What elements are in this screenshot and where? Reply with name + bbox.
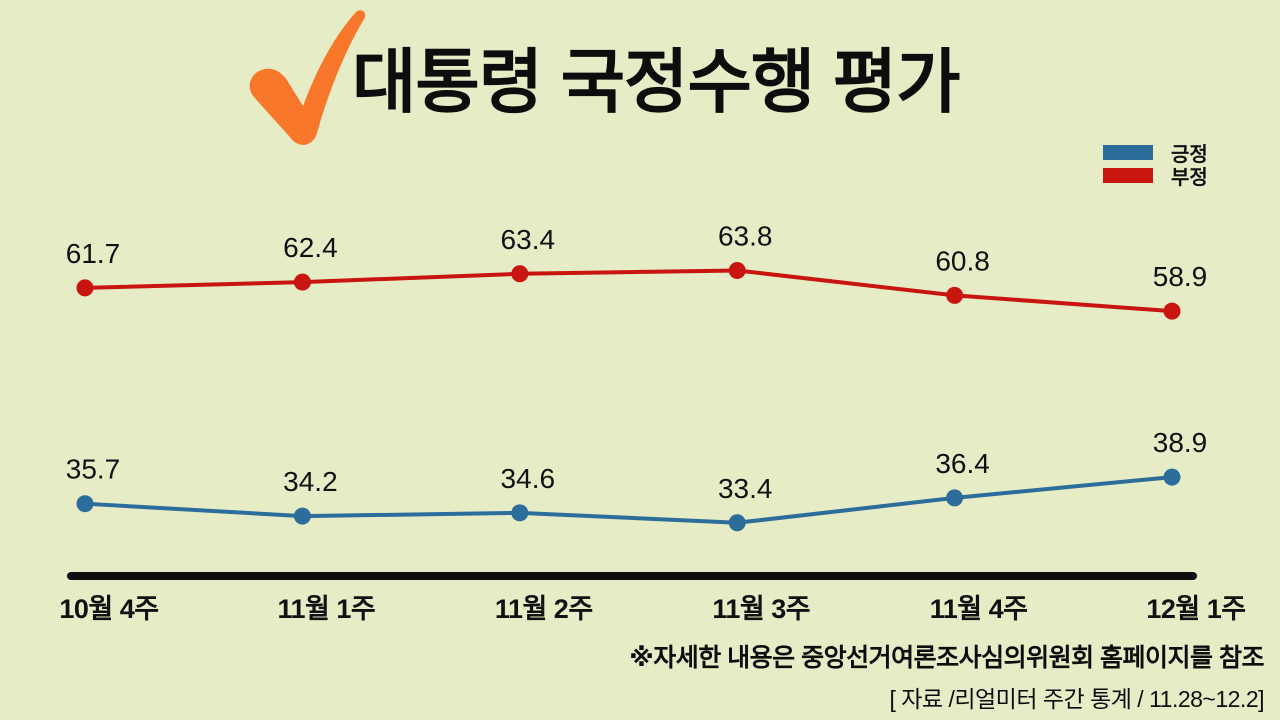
data-point [293,507,311,525]
data-label: 58.9 [1153,261,1208,292]
data-label: 60.8 [935,245,990,276]
data-point [293,273,311,291]
data-label: 61.7 [66,238,121,269]
data-label: 63.4 [501,224,556,255]
data-label: 36.4 [935,448,990,479]
data-point [76,279,94,297]
legend-label-negative: 부정 [1171,167,1208,189]
checkmark-shape [249,10,366,145]
x-tick-label: 11월 3주 [712,594,810,624]
data-point [946,489,964,507]
legend-item-negative: 부정 [1103,165,1208,189]
data-label: 34.2 [283,466,338,497]
data-label: 35.7 [66,454,121,485]
chart-series-group: 35.7 34.2 34.6 33.4 36.4 38.9 61.7 62.4 63.4 63.8… [66,220,1208,532]
series-line-긍정 [83,475,1174,525]
legend-label-positive: 긍정 [1171,144,1208,166]
data-point [1163,468,1181,486]
x-tick-label: 11월 2주 [495,594,593,624]
legend-swatch-negative [1103,168,1153,183]
data-label: 62.4 [283,232,338,263]
data-label: 38.9 [1153,427,1208,458]
chart-xlabels-group: 10월 4주 11월 1주 11월 2주 11월 3주 11월 4주 12월 1주 [59,594,1246,624]
footer: ※자세한 내용은 중앙선거여론조사심의위원회 홈페이지를 참조 [ 자료 /리얼… [629,638,1264,714]
data-point [76,495,94,513]
page-title: 대통령 국정수행 평가 [352,43,960,121]
legend-item-positive: 긍정 [1103,142,1208,166]
header: 대통령 국정수행 평가 [0,0,1280,165]
data-label: 63.8 [718,220,773,251]
data-point [728,261,746,279]
checkmark-icon [249,10,366,145]
legend: 긍정 부정 [1103,142,1208,189]
x-tick-label: 12월 1주 [1146,594,1245,624]
series-line-부정 [83,268,1174,314]
footer-source: [ 자료 /리얼미터 주간 통계 / 11.28~12.2] [889,686,1264,712]
data-point [1163,302,1181,320]
x-tick-label: 10월 4주 [59,594,158,624]
data-point [946,286,964,304]
data-point [511,504,529,522]
footer-note: ※자세한 내용은 중앙선거여론조사심의위원회 홈페이지를 참조 [629,644,1264,672]
data-label: 33.4 [718,473,773,504]
data-point [728,514,746,532]
legend-swatch-positive [1103,145,1153,160]
data-label: 34.6 [501,463,556,494]
data-point [511,265,529,283]
x-tick-label: 11월 4주 [930,594,1028,624]
x-tick-label: 11월 1주 [278,594,376,624]
